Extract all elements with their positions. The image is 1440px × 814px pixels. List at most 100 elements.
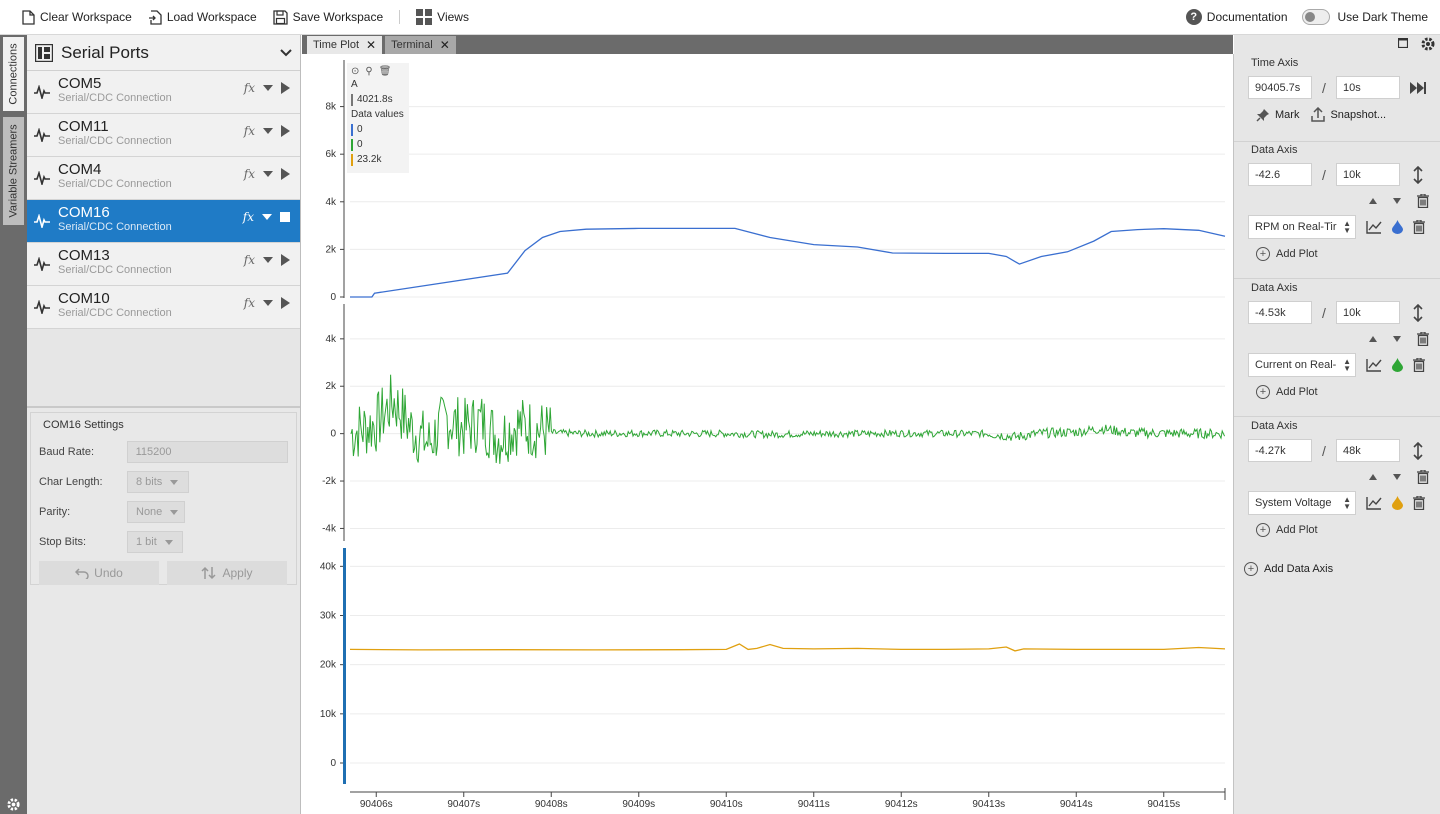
clear-workspace-button[interactable]: Clear Workspace [14,0,140,35]
dropdown-arrow-icon[interactable] [263,257,273,263]
time-axis-section: Time Axis 90405.7s / 10s Mark Snapshot..… [1240,57,1435,122]
stop-bits-select[interactable]: 1 bit [127,531,183,553]
chevron-down-icon[interactable] [280,48,292,57]
add-data-axis-button[interactable]: + Add Data Axis [1244,562,1333,576]
gear-icon[interactable] [6,797,21,812]
char-length-select[interactable]: 8 bits [127,471,189,493]
dropdown-arrow-icon[interactable] [263,85,273,91]
move-down-icon[interactable] [1393,474,1401,480]
mark-button[interactable]: Mark [1256,108,1299,122]
load-workspace-button[interactable]: Load Workspace [140,0,265,35]
add-plot-button[interactable]: + Add Plot [1256,385,1435,399]
close-icon[interactable]: ✕ [366,38,377,52]
color-drop-icon[interactable] [1392,358,1403,372]
play-icon[interactable] [281,82,290,94]
expand-vertical-icon[interactable] [1412,303,1424,322]
play-icon[interactable] [281,297,290,309]
add-plot-button[interactable]: + Add Plot [1256,523,1435,537]
dropdown-arrow-icon[interactable] [263,300,273,306]
tab-terminal[interactable]: Terminal ✕ [385,36,456,54]
move-up-icon[interactable] [1369,198,1377,204]
port-info: COM16 Serial/CDC Connection [58,204,172,234]
data-axis-span-input[interactable]: 10k [1336,301,1400,324]
undo-button[interactable]: Undo [39,561,159,585]
trash-icon[interactable] [1417,194,1429,208]
save-workspace-button[interactable]: Save Workspace [265,0,392,35]
x-tick-label: 90408s [535,799,568,810]
plot-select[interactable]: System Voltage ▲ ▼ [1248,491,1356,515]
trash-icon[interactable] [1413,220,1425,234]
time-start-input[interactable]: 90405.7s [1248,76,1312,99]
color-drop-icon[interactable] [1392,496,1403,510]
y-tick-label: 2k [325,244,337,255]
port-item[interactable]: COM5 Serial/CDC Connection fx [27,71,300,114]
apply-button[interactable]: Apply [167,561,287,585]
data-axis-min-input[interactable]: -4.27k [1248,439,1312,462]
cursor-value: 4021.8s [357,94,393,105]
settings-gear-icon[interactable] [1420,36,1436,52]
port-item[interactable]: COM13 Serial/CDC Connection fx [27,243,300,286]
dropdown-arrow-icon[interactable] [262,214,272,220]
line-chart-icon[interactable] [1366,496,1382,510]
port-item[interactable]: COM11 Serial/CDC Connection fx [27,114,300,157]
function-icon[interactable]: fx [243,167,255,181]
color-drop-icon[interactable] [1392,220,1403,234]
function-icon[interactable]: fx [243,124,255,138]
cursor-legend: ⊙ ⚲ 🗑 A 4021.8s Data values 0 0 23.2k [347,63,409,173]
dark-theme-toggle[interactable] [1301,9,1330,25]
expand-vertical-icon[interactable] [1412,165,1424,184]
play-icon[interactable] [281,168,290,180]
pin-icon[interactable]: ⚲ [365,66,373,77]
trash-icon[interactable] [1413,358,1425,372]
line-chart-icon[interactable] [1366,358,1382,372]
plus-circle-icon: + [1244,562,1258,576]
port-item[interactable]: COM4 Serial/CDC Connection fx [27,157,300,200]
move-up-icon[interactable] [1369,336,1377,342]
target-icon[interactable]: ⊙ [351,66,360,77]
fast-forward-icon[interactable] [1410,81,1426,94]
function-icon[interactable]: fx [242,210,254,224]
trash-icon[interactable] [1417,332,1429,346]
add-plot-button[interactable]: + Add Plot [1256,247,1435,261]
tab-connections[interactable]: Connections [3,37,24,111]
stop-icon[interactable] [280,212,290,222]
plot-select[interactable]: Current on Real- ▲ ▼ [1248,353,1356,377]
time-plot-area[interactable]: 0 2k 4k 6k 8k -4k -2k 0 2k 4k 0 10k 20k 30k 40k 90406s 9… [302,54,1233,814]
move-up-icon[interactable] [1369,474,1377,480]
trash-icon[interactable] [1417,470,1429,484]
plot-select[interactable]: RPM on Real-Tir ▲ ▼ [1248,215,1356,239]
port-item[interactable]: COM16 Serial/CDC Connection fx [27,200,300,243]
trash-icon[interactable]: 🗑 [378,66,392,77]
y-tick-label: 20k [320,660,337,671]
play-icon[interactable] [281,254,290,266]
data-axis-span-input[interactable]: 10k [1336,163,1400,186]
plot-selection-handle[interactable] [343,548,346,784]
move-down-icon[interactable] [1393,198,1401,204]
data-axis-min-input[interactable]: -4.53k [1248,301,1312,324]
maximize-icon[interactable] [1398,38,1408,48]
expand-vertical-icon[interactable] [1412,441,1424,460]
snapshot-button[interactable]: Snapshot... [1311,107,1386,122]
port-item[interactable]: COM10 Serial/CDC Connection fx [27,286,300,329]
serial-ports-header[interactable]: Serial Ports [27,35,300,71]
function-icon[interactable]: fx [243,81,255,95]
tab-variable-streamers[interactable]: Variable Streamers [3,117,24,225]
line-chart-icon[interactable] [1366,220,1382,234]
move-down-icon[interactable] [1393,336,1401,342]
documentation-button[interactable]: ? Documentation [1185,0,1288,35]
close-icon[interactable]: ✕ [439,38,450,52]
data-axis-min-input[interactable]: -42.6 [1248,163,1312,186]
parity-select[interactable]: None [127,501,185,523]
views-button[interactable]: Views [408,0,477,35]
play-icon[interactable] [281,125,290,137]
dropdown-arrow-icon[interactable] [263,128,273,134]
dropdown-arrow-icon[interactable] [263,171,273,177]
baud-rate-field[interactable]: 115200 [126,441,288,463]
data-axis-span-input[interactable]: 48k [1336,439,1400,462]
function-icon[interactable]: fx [243,253,255,267]
function-icon[interactable]: fx [243,296,255,310]
trash-icon[interactable] [1413,496,1425,510]
time-plot-chart[interactable]: 0 2k 4k 6k 8k -4k -2k 0 2k 4k 0 10k 20k 30k 40k 90406s 9… [302,54,1233,814]
time-span-input[interactable]: 10s [1336,76,1400,99]
tab-time-plot[interactable]: Time Plot ✕ [307,36,383,54]
